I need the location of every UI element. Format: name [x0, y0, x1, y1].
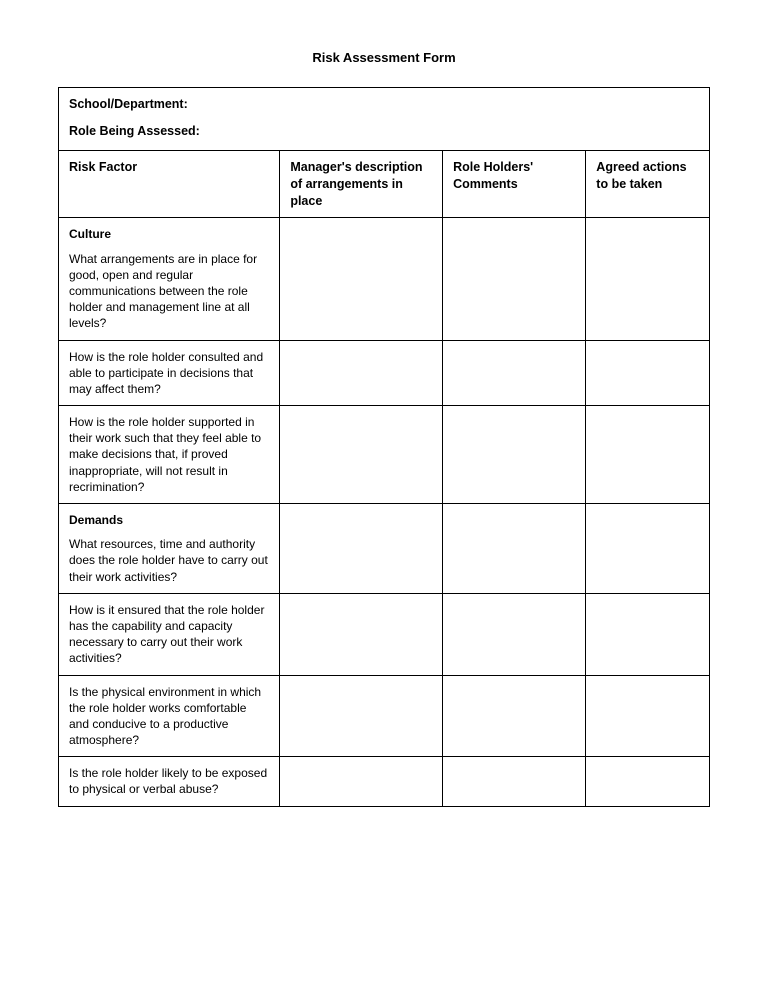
actions-cell — [586, 218, 710, 340]
table-row: Demands What resources, time and authori… — [59, 504, 710, 594]
manager-cell — [280, 406, 443, 504]
form-title: Risk Assessment Form — [58, 50, 710, 65]
question-text: How is the role holder consulted and abl… — [69, 349, 269, 398]
actions-cell — [586, 504, 710, 594]
manager-cell — [280, 675, 443, 757]
actions-cell — [586, 675, 710, 757]
school-department-label: School/Department: — [69, 96, 699, 113]
question-text: What arrangements are in place for good,… — [69, 251, 269, 332]
actions-cell — [586, 406, 710, 504]
risk-factor-cell: Demands What resources, time and authori… — [59, 504, 280, 594]
risk-factor-cell: How is the role holder supported in thei… — [59, 406, 280, 504]
col-agreed-actions: Agreed actions to be taken — [586, 150, 710, 218]
comments-cell — [443, 593, 586, 675]
col-manager-description: Manager's description of arrangements in… — [280, 150, 443, 218]
risk-factor-cell: How is the role holder consulted and abl… — [59, 340, 280, 406]
table-row: Is the role holder likely to be exposed … — [59, 757, 710, 806]
comments-cell — [443, 675, 586, 757]
manager-cell — [280, 504, 443, 594]
table-row: Culture What arrangements are in place f… — [59, 218, 710, 340]
manager-cell — [280, 757, 443, 806]
col-risk-factor: Risk Factor — [59, 150, 280, 218]
manager-cell — [280, 218, 443, 340]
header-info-cell: School/Department: Role Being Assessed: — [59, 88, 710, 151]
comments-cell — [443, 406, 586, 504]
manager-cell — [280, 340, 443, 406]
manager-cell — [280, 593, 443, 675]
actions-cell — [586, 340, 710, 406]
column-header-row: Risk Factor Manager's description of arr… — [59, 150, 710, 218]
risk-factor-cell: Is the role holder likely to be exposed … — [59, 757, 280, 806]
question-text: What resources, time and authority does … — [69, 536, 269, 585]
col-role-holder-comments: Role Holders' Comments — [443, 150, 586, 218]
comments-cell — [443, 340, 586, 406]
table-row: How is the role holder consulted and abl… — [59, 340, 710, 406]
role-assessed-label: Role Being Assessed: — [69, 123, 699, 140]
question-text: Is the role holder likely to be exposed … — [69, 765, 269, 797]
risk-factor-cell: Is the physical environment in which the… — [59, 675, 280, 757]
question-text: How is the role holder supported in thei… — [69, 414, 269, 495]
actions-cell — [586, 593, 710, 675]
page-container: Risk Assessment Form School/Department: … — [0, 0, 768, 847]
comments-cell — [443, 504, 586, 594]
section-title: Demands — [69, 512, 269, 528]
question-text: How is it ensured that the role holder h… — [69, 602, 269, 667]
table-row: How is the role holder supported in thei… — [59, 406, 710, 504]
risk-factor-cell: How is it ensured that the role holder h… — [59, 593, 280, 675]
comments-cell — [443, 218, 586, 340]
risk-assessment-table: School/Department: Role Being Assessed: … — [58, 87, 710, 807]
table-row: How is it ensured that the role holder h… — [59, 593, 710, 675]
question-text: Is the physical environment in which the… — [69, 684, 269, 749]
table-row: Is the physical environment in which the… — [59, 675, 710, 757]
header-info-row: School/Department: Role Being Assessed: — [59, 88, 710, 151]
risk-factor-cell: Culture What arrangements are in place f… — [59, 218, 280, 340]
comments-cell — [443, 757, 586, 806]
actions-cell — [586, 757, 710, 806]
section-title: Culture — [69, 226, 269, 242]
